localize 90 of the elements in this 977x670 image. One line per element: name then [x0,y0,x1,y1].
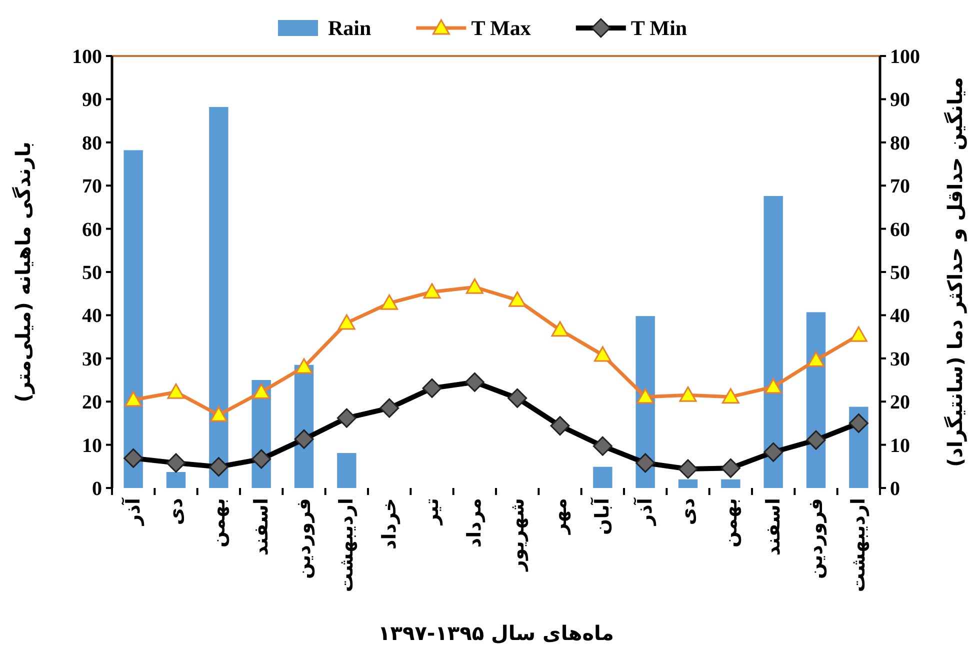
y-tick-label: 0 [92,478,102,500]
point [166,453,186,473]
x-tick-label: فروردین [805,498,827,579]
point [636,388,654,404]
point [722,388,740,404]
x-tick-label: اسفند [762,498,784,556]
point [464,372,484,392]
point [380,398,400,418]
legend-label: T Max [471,16,532,40]
x-tick-label: آبان [590,498,614,535]
bar [209,106,228,488]
y2-tick-label: 40 [890,305,910,328]
y-tick-label: 50 [82,262,102,284]
x-tick-label: اردیبهشت [336,498,358,592]
x-tick-label: دی [165,498,187,526]
x-tick-label: آذر [632,498,656,526]
y-tick-label: 80 [82,132,102,154]
point [807,351,825,367]
bar [721,479,740,488]
point [848,413,868,433]
y-tick-label: 100 [72,46,102,68]
y2-tick-label: 60 [890,218,910,241]
point [210,406,228,422]
bar [593,466,612,488]
y2-tick-label: 100 [890,46,920,68]
point [764,442,784,462]
y-tick-label: 10 [82,434,102,457]
x-tick-label: خرداد [378,498,400,550]
x-tick-label: بهمن [720,498,742,548]
point [592,436,612,456]
x-tick-label: اردیبهشت [848,498,870,592]
y-tick-label: 60 [82,218,102,241]
y2-tick-label: 20 [890,392,910,414]
x-tick-label: شهریور [506,498,528,572]
y2-tick-label: 70 [890,176,910,198]
point [508,291,526,307]
y-axis-title: بارندگی ماهیانه (میلی‌متر) [11,142,35,402]
point [336,408,356,428]
point [678,459,698,479]
point [466,278,484,294]
point [124,391,142,407]
point [338,314,356,330]
y-tick-label: 30 [82,348,102,370]
y-tick-label: 20 [82,392,102,414]
bar [166,472,186,488]
point [679,386,697,402]
y-tick-label: 90 [82,89,102,112]
point [636,453,656,473]
y2-tick-label: 10 [890,434,910,457]
x-tick-label: اسفند [250,498,272,556]
y2-tick-label: 0 [890,478,900,500]
point [208,457,228,477]
x-tick-label: مرداد [464,498,486,548]
point [294,429,314,449]
y-tick-label: 70 [82,176,102,198]
x-axis-title: ماه‌های سال ۱۳۹۵-۱۳۹۷ [378,621,614,645]
point [422,378,442,398]
x-tick-label: تیر [421,498,443,526]
point [594,346,612,362]
y2-axis-title: میانگین حداقل و حداکثر دما (سانتیگراد) [943,76,967,468]
point [550,416,570,436]
bar [678,479,698,488]
y-tick-label: 40 [82,305,102,328]
point [380,294,398,310]
bar [124,150,143,488]
x-tick-label: مهر [549,498,571,536]
y2-tick-label: 30 [890,348,910,370]
x-tick-label: دی [677,498,699,526]
legend-label: Rain [328,16,372,40]
y2-tick-label: 90 [890,89,910,112]
point [252,449,272,469]
x-tick-label: آذر [120,498,144,526]
y2-tick-label: 80 [890,132,910,154]
bar [764,196,783,488]
bar [337,453,356,488]
point [764,378,782,394]
point [720,458,740,478]
point [423,283,441,299]
point [124,448,144,468]
point [551,321,569,337]
point [850,326,868,342]
point [295,358,313,374]
x-tick-label: فروردین [293,498,315,579]
x-tick-label: بهمن [208,498,230,548]
point [167,383,185,399]
y2-tick-label: 50 [890,262,910,284]
legend-label: T Min [630,16,688,40]
point [508,388,528,408]
point [806,430,826,450]
point [252,383,270,399]
